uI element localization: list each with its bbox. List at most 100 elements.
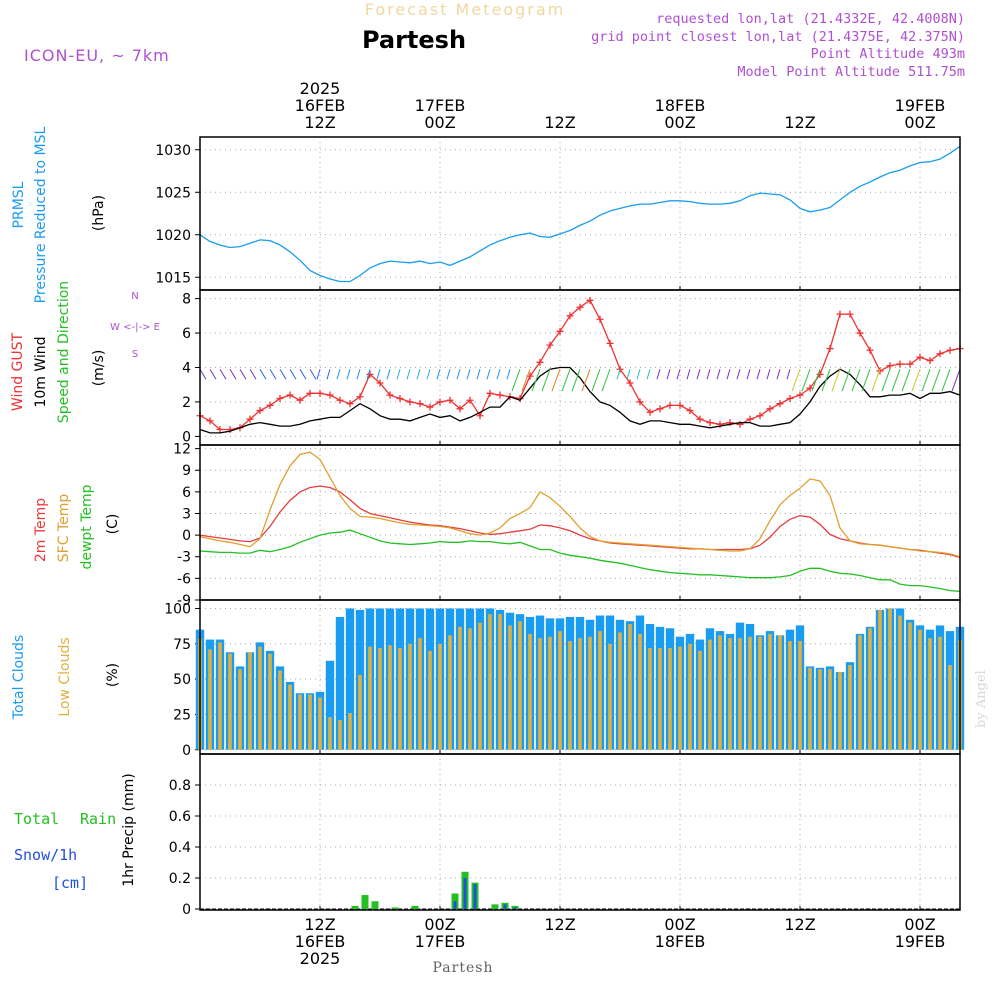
wind-barb bbox=[921, 369, 931, 392]
bottom-time-label: 00Z bbox=[664, 915, 695, 934]
low-cloud-bar bbox=[778, 635, 782, 750]
y-tick-label: 0 bbox=[182, 528, 191, 544]
y-tick-label: 0.8 bbox=[169, 778, 191, 794]
wind-barb bbox=[726, 369, 731, 380]
low-cloud-bar bbox=[548, 636, 552, 750]
gust-marker bbox=[266, 401, 274, 409]
low-cloud-bar bbox=[258, 646, 262, 750]
wind-barb bbox=[299, 368, 307, 380]
low-cloud-bar bbox=[428, 650, 432, 750]
top-time-label: 17FEB bbox=[415, 96, 466, 115]
gust-marker bbox=[576, 303, 584, 311]
wind-barb bbox=[891, 369, 901, 392]
bottom-time-label: 16FEB bbox=[295, 932, 346, 951]
wind-barb bbox=[249, 368, 257, 380]
wind-barb bbox=[396, 369, 401, 380]
gust-marker bbox=[556, 327, 564, 335]
y-tick-label: 1020 bbox=[155, 228, 191, 244]
low-cloud-bar bbox=[758, 636, 762, 750]
wind-barb bbox=[646, 369, 651, 380]
low-cloud-bar bbox=[888, 608, 892, 750]
label-percent: (%) bbox=[105, 663, 121, 687]
total-cloud-bar bbox=[325, 660, 335, 750]
wind-barb bbox=[786, 369, 791, 380]
wind-barb bbox=[841, 369, 851, 392]
gust-marker bbox=[946, 346, 954, 354]
low-cloud-bar bbox=[568, 640, 572, 750]
low-cloud-bar bbox=[328, 717, 332, 750]
top-time-label: 2025 bbox=[300, 79, 341, 98]
gust-marker bbox=[466, 396, 474, 404]
wind-barb bbox=[309, 368, 317, 380]
total-cloud-bar bbox=[345, 608, 355, 750]
wind-barb bbox=[791, 369, 801, 392]
rain-bar bbox=[371, 901, 379, 909]
gust-marker bbox=[396, 395, 404, 402]
bottom-time-label: 00Z bbox=[904, 915, 935, 934]
low-cloud-bar bbox=[688, 643, 692, 750]
gust-marker bbox=[436, 398, 444, 406]
gust-marker bbox=[696, 415, 704, 423]
gust-marker bbox=[856, 329, 864, 337]
wind-barb bbox=[541, 369, 551, 392]
bottom-time-label: 17FEB bbox=[415, 932, 466, 951]
y-tick-label: 0.4 bbox=[169, 840, 191, 856]
gust-marker bbox=[626, 379, 634, 387]
low-cloud-bar bbox=[798, 640, 802, 750]
y-tick-label: 0 bbox=[182, 429, 191, 445]
low-cloud-bar bbox=[448, 635, 452, 750]
label-sfc-temp: SFC Temp bbox=[56, 494, 72, 563]
low-cloud-bar bbox=[828, 669, 832, 750]
wind-barb bbox=[199, 368, 207, 380]
wind-barb bbox=[486, 369, 491, 380]
wind-barb bbox=[426, 369, 431, 380]
y-tick-label: 1015 bbox=[155, 270, 191, 286]
low-cloud-bar bbox=[348, 713, 352, 750]
rain-bar bbox=[411, 905, 419, 909]
low-cloud-bar bbox=[668, 648, 672, 750]
gust-marker bbox=[446, 396, 454, 404]
gust-marker bbox=[686, 407, 694, 415]
model-altitude: Model Point Altitude 511.75m bbox=[737, 64, 965, 80]
y-tick-label: 0 bbox=[182, 743, 191, 759]
series-wind-gust bbox=[199, 299, 961, 431]
wind-barb bbox=[511, 369, 521, 392]
label-low-clouds: Low Clouds bbox=[57, 637, 73, 716]
low-cloud-bar bbox=[208, 649, 212, 750]
wind-barb bbox=[901, 369, 911, 392]
low-cloud-bar bbox=[408, 643, 412, 750]
snow-bar bbox=[453, 901, 457, 909]
gust-marker bbox=[706, 419, 714, 427]
wind-barb bbox=[616, 369, 621, 380]
gust-marker bbox=[756, 412, 764, 420]
gust-marker bbox=[566, 312, 574, 320]
low-cloud-bar bbox=[368, 646, 372, 750]
snow-bar bbox=[473, 884, 477, 909]
gust-marker bbox=[276, 395, 284, 402]
wind-barb bbox=[239, 368, 247, 380]
low-cloud-bar bbox=[558, 631, 562, 750]
wind-barb bbox=[521, 369, 531, 392]
low-cloud-bar bbox=[288, 684, 292, 750]
low-cloud-bar bbox=[608, 643, 612, 750]
top-time-label: 18FEB bbox=[655, 96, 706, 115]
gust-marker bbox=[936, 350, 944, 358]
low-cloud-bar bbox=[468, 628, 472, 750]
wind-barb bbox=[416, 369, 421, 380]
footer-location: Partesh bbox=[433, 960, 494, 976]
series-2m-temp bbox=[199, 485, 961, 559]
wind-barb bbox=[696, 369, 701, 380]
gust-marker bbox=[666, 401, 674, 409]
wind-barb bbox=[686, 369, 691, 380]
gust-marker bbox=[636, 398, 644, 406]
low-cloud-bar bbox=[598, 631, 602, 750]
y-tick-label: -6 bbox=[177, 571, 191, 587]
low-cloud-bar bbox=[818, 669, 822, 750]
gust-marker bbox=[846, 310, 854, 318]
low-cloud-bar bbox=[378, 648, 382, 750]
low-cloud-bar bbox=[858, 635, 862, 750]
bottom-time-label: 00Z bbox=[424, 915, 455, 934]
wind-barb bbox=[376, 369, 381, 380]
bottom-time-label: 12Z bbox=[304, 915, 335, 934]
wind-barb bbox=[811, 369, 821, 392]
